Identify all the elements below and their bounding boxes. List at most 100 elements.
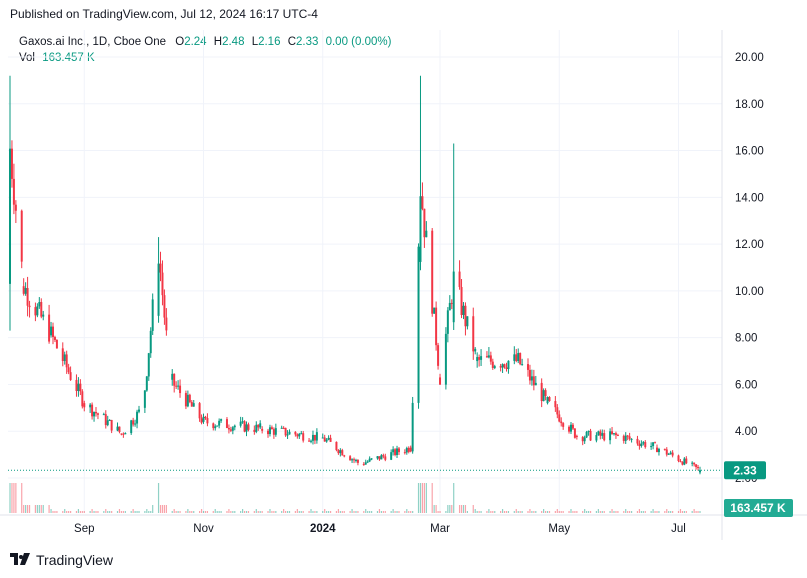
volume-bar [603,511,605,513]
candle-body [26,288,29,306]
candle-body [640,443,643,447]
volume-bar [464,505,467,513]
candle-body [462,305,465,315]
candle-body [206,418,209,424]
volume-bar [353,511,355,513]
candle-body [69,372,72,380]
volume-bar [199,511,201,513]
volume-bar [531,511,533,513]
candle-body [491,361,494,368]
volume-bar [200,509,203,513]
candle-body [24,288,27,294]
candle-body [499,366,502,368]
candle-body [699,470,701,473]
volume-bar [271,511,273,513]
brand-name: TradingView [36,552,114,568]
volume-bar [437,511,439,513]
candle-body [505,367,508,370]
candle-body [403,452,406,454]
volume-bar [672,511,674,513]
volume-bar [257,511,259,513]
volume-bar [544,511,547,513]
candle-body [302,433,305,441]
volume-bar [189,511,191,513]
volume-bar [62,511,64,513]
candle-body [476,357,479,362]
volume-bar [95,511,97,513]
candle-body [136,411,139,424]
candle-body [343,455,346,457]
candle-body [409,447,412,452]
candle-body [179,385,182,394]
volume-bar [281,511,283,513]
candle-body [212,423,215,429]
candle-body [642,442,645,444]
candle-body [339,450,342,454]
volume-bar [97,511,99,513]
volume-bar [699,511,701,513]
candle-body [268,427,271,435]
volume-bar [535,511,537,513]
candle-body [601,433,604,436]
volume-bar [255,509,257,513]
candle-body [390,452,393,460]
y-tick-label: 16.00 [735,146,764,158]
candle-body [382,455,385,457]
volume-bar [683,511,685,513]
candle-body [487,355,490,358]
volume-bar [384,511,386,513]
volume-bar [638,509,641,513]
candle-body [190,401,193,407]
volume-bar [492,511,494,513]
candle-body [239,421,242,426]
candle-body [411,402,414,452]
candle-body [163,295,166,318]
candle-body [214,426,217,429]
candle-body [243,421,246,432]
volume-bar [677,511,680,513]
volume-bar [11,483,13,513]
candle-body [667,453,670,455]
volume-bar [75,511,78,513]
volume-bar [478,511,480,513]
volume-bar [627,511,629,513]
candle-body [569,424,572,432]
volume-bar [232,511,234,513]
candle-body [225,419,228,428]
candle-body [308,440,311,442]
candle-body [147,353,150,377]
candle-body [530,376,533,381]
volume-bar [335,511,338,513]
volume-bar [488,509,490,513]
volume-bar [681,511,684,513]
x-tick-label: Nov [193,523,214,535]
candle-body [626,435,629,437]
volume-bar [404,511,406,513]
volume-bar [576,511,578,513]
candle-body [298,433,301,437]
candle-body [489,355,492,362]
candle-body [159,263,162,273]
volume-bar [111,511,113,513]
candle-body [472,316,475,352]
candle-body [134,423,137,425]
volume-bar [161,505,164,513]
volume-bar [152,505,154,513]
candle-body [157,263,160,316]
candle-body [313,434,316,441]
candle-body [270,427,273,430]
volume-bar [202,511,205,513]
candle-body [380,455,383,460]
volume-bar [595,511,598,513]
candle-body [132,420,135,425]
volume-bar [81,511,83,513]
volume-bar [247,511,250,513]
candle-body [93,411,96,417]
candle-body [110,419,113,431]
candle-body [104,414,107,426]
volume-bar [136,511,138,513]
candle-body [354,459,357,461]
candle-body [253,429,256,432]
candle-body [149,330,152,354]
